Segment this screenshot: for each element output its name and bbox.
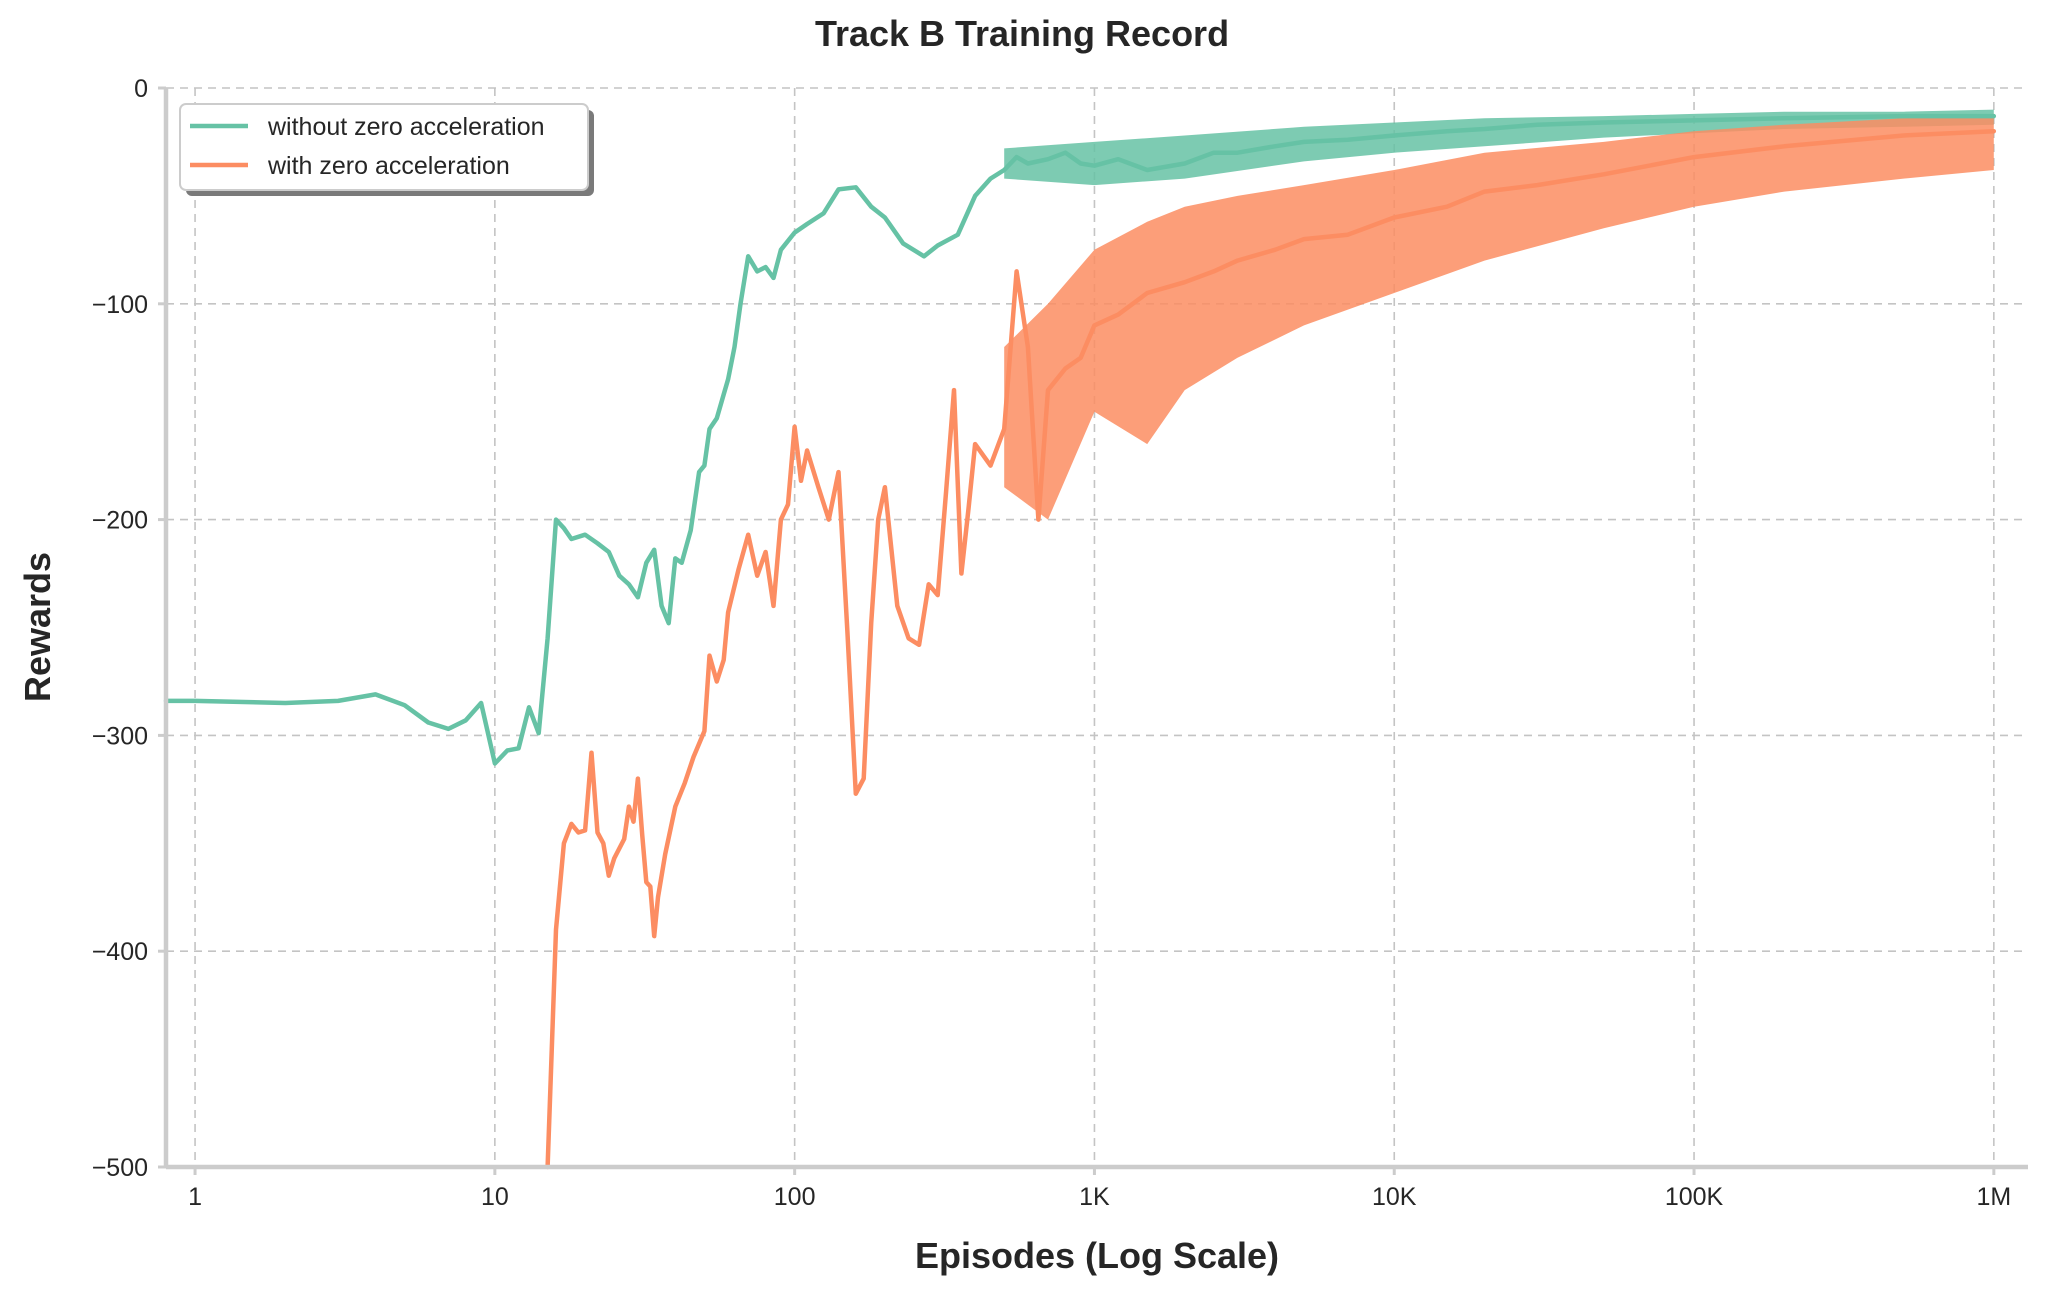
x-axis-ticks: 1 10 100 1K 10K 100K 1M xyxy=(188,1167,2011,1211)
x-axis-label: Episodes (Log Scale) xyxy=(915,1235,1279,1276)
y-tick-label: −400 xyxy=(92,938,148,966)
series-line-with-zero-acceleration xyxy=(545,128,1997,1170)
x-tick-label: 10 xyxy=(481,1183,509,1211)
series-lines xyxy=(163,113,1997,1170)
series-band-with-zero-acceleration xyxy=(1004,113,1994,520)
legend-label-with-zero-acceleration: with zero acceleration xyxy=(267,152,510,180)
y-axis-ticks: 0 −100 −200 −300 −400 −500 xyxy=(92,75,166,1182)
chart-title: Track B Training Record xyxy=(815,13,1229,54)
y-tick-label: 0 xyxy=(134,75,148,103)
x-tick-label: 10K xyxy=(1372,1183,1417,1211)
x-tick-label: 100K xyxy=(1665,1183,1724,1211)
chart-legend: without zero acceleration with zero acce… xyxy=(179,103,594,196)
x-tick-label: 1 xyxy=(188,1183,202,1211)
y-axis-label: Rewards xyxy=(17,552,58,702)
y-tick-label: −200 xyxy=(92,507,148,535)
x-tick-label: 1K xyxy=(1079,1183,1110,1211)
series-line-without-zero-acceleration xyxy=(163,113,1997,766)
legend-box xyxy=(179,103,589,191)
legend-label-without-zero-acceleration: without zero acceleration xyxy=(267,113,545,141)
x-tick-label: 100 xyxy=(774,1183,816,1211)
y-tick-label: −300 xyxy=(92,722,148,750)
y-tick-label: −100 xyxy=(92,291,148,319)
y-tick-label: −500 xyxy=(92,1154,148,1182)
series-bands xyxy=(1004,109,1994,520)
x-tick-label: 1M xyxy=(1976,1183,2011,1211)
